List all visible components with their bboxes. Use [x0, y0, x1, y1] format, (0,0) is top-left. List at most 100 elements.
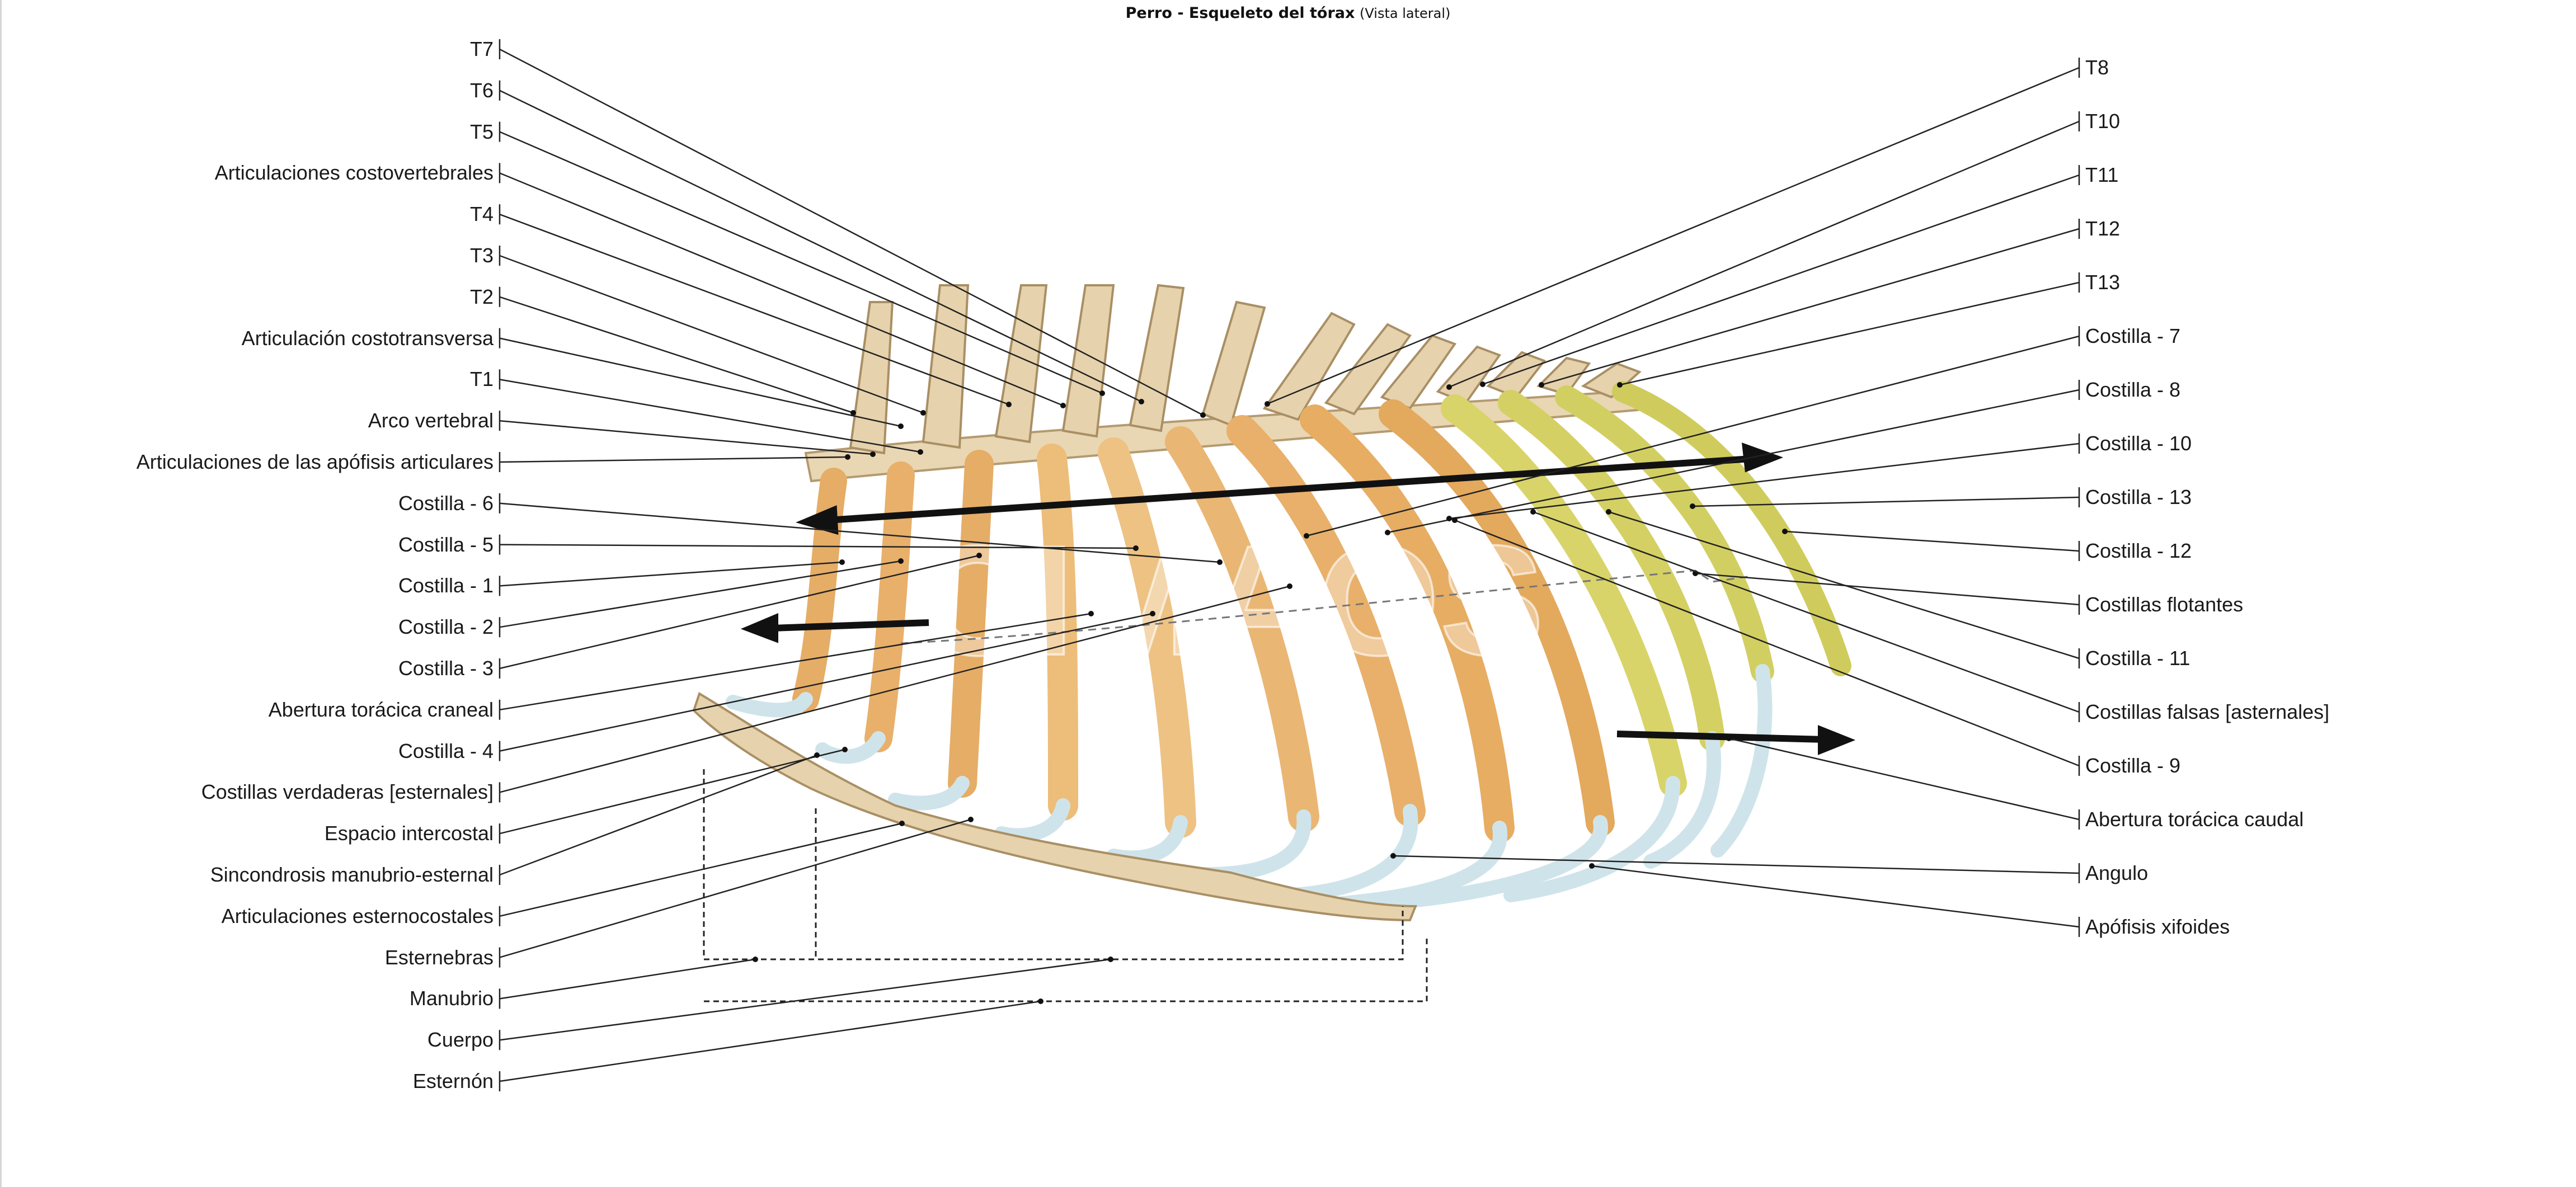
- rib-8: [1300, 404, 1515, 843]
- leader-line: [1608, 511, 2080, 660]
- leader-line: [1695, 572, 2080, 606]
- label-intercostal-space: Espacio intercostal: [324, 822, 493, 845]
- spinous-process-t8: [1324, 323, 1412, 416]
- leader-dot: [1265, 401, 1270, 407]
- label-rib-12: Costilla - 12: [2085, 539, 2192, 562]
- leader-line: [499, 379, 921, 453]
- label-t4: T4: [469, 202, 493, 226]
- label-angle: Angulo: [2085, 861, 2149, 884]
- leader-line: [499, 48, 1204, 416]
- leader-dot: [1038, 998, 1043, 1004]
- leader-line: [499, 754, 817, 876]
- leader-dot: [850, 410, 856, 416]
- leader-dot: [839, 559, 845, 565]
- sternum: [692, 692, 1417, 922]
- label-t1: T1: [469, 368, 493, 391]
- label-t5: T5: [469, 120, 493, 143]
- leader-dot: [1133, 545, 1139, 551]
- label-costotransverse-joint: Articulación costotransversa: [241, 326, 493, 350]
- leader-line: [1393, 855, 2080, 874]
- rib-6: [1165, 426, 1319, 832]
- watermark: CIMAOS: [918, 514, 1544, 688]
- leader-line: [1267, 67, 2080, 405]
- label-manubriosternal-synchondrosis: Sincondrosis manubrio-esternal: [210, 863, 493, 886]
- rib-9: [1379, 399, 1615, 837]
- label-rib-5: Costilla - 5: [398, 533, 493, 556]
- leader-dot: [898, 558, 904, 564]
- spinous-process-t4: [1061, 284, 1115, 438]
- leader-dot: [753, 957, 758, 962]
- leader-dot: [870, 451, 876, 457]
- leader-line: [1449, 120, 2080, 388]
- leader-dot: [1589, 863, 1595, 869]
- leader-line: [1541, 228, 2080, 386]
- leader-dot: [1150, 611, 1155, 616]
- leader-dot: [918, 449, 923, 455]
- label-rib-8: Costilla - 8: [2085, 378, 2181, 401]
- leader-line: [1619, 281, 2080, 386]
- label-rib-9: Costilla - 9: [2085, 754, 2181, 777]
- leader-dot: [1452, 517, 1458, 523]
- leader-line: [499, 420, 873, 455]
- leader-line: [499, 958, 1111, 1041]
- leader-line: [499, 255, 924, 414]
- leader-dot: [1530, 509, 1536, 515]
- label-rib-13: Costilla - 13: [2085, 486, 2192, 508]
- leader-line: [1728, 737, 2080, 821]
- sternum-brackets: [703, 769, 1428, 1002]
- label-rib-7: Costilla - 7: [2085, 324, 2181, 347]
- leader-line: [499, 613, 1092, 711]
- leader-dot: [1139, 399, 1144, 404]
- spinous-process-t13: [1581, 362, 1642, 399]
- leader-line: [1533, 511, 2080, 713]
- rib-13: [1612, 381, 1851, 676]
- leader-dot: [1287, 583, 1292, 589]
- leader-line: [499, 296, 854, 414]
- spinous-process-t2: [922, 284, 970, 449]
- label-sternocostal-joints: Articulaciones esternocostales: [221, 904, 493, 927]
- leader-dot: [1782, 529, 1788, 534]
- rib-10: [1441, 394, 1687, 797]
- title-subtitle: (Vista lateral): [1360, 6, 1451, 21]
- label-rib-10: Costilla - 10: [2085, 432, 2192, 455]
- label-vertebral-arch: Arco vertebral: [368, 409, 493, 432]
- leader-dot: [1539, 382, 1544, 388]
- leader-dot: [1006, 402, 1012, 407]
- label-manubrium: Manubrio: [409, 987, 493, 1010]
- leader-line: [499, 544, 1136, 549]
- label-t13: T13: [2085, 271, 2121, 294]
- spinous-process-t7: [1262, 312, 1356, 421]
- leader-line: [499, 561, 843, 587]
- leader-line: [499, 560, 901, 628]
- leader-line: [1482, 174, 2080, 385]
- leader-line: [499, 131, 1103, 394]
- leader-dot: [1108, 957, 1113, 962]
- leader-line: [499, 456, 848, 463]
- label-sternebrae: Esternebras: [384, 945, 493, 969]
- leader-dot: [1480, 381, 1486, 387]
- leader-line: [1692, 496, 2080, 507]
- rib-3: [948, 450, 994, 798]
- leader-line: [499, 172, 1064, 407]
- leader-line: [499, 822, 902, 917]
- leader-dot: [1217, 559, 1223, 565]
- leader-dot: [1385, 530, 1390, 535]
- arrow-head-cranial-mid: [740, 613, 778, 643]
- leader-line: [1449, 442, 2080, 520]
- leader-dot: [1200, 412, 1206, 418]
- leader-dot: [920, 410, 926, 416]
- leader-dot: [899, 821, 905, 826]
- leader-dot: [1390, 853, 1396, 859]
- leader-line: [499, 502, 1220, 563]
- leader-dot: [1099, 390, 1105, 396]
- leader-dot: [1060, 403, 1066, 408]
- vertebral-column: [804, 284, 1661, 483]
- rib-12: [1555, 385, 1774, 683]
- leader-line: [499, 1000, 1041, 1082]
- leader-line: [1306, 335, 2080, 537]
- spinous-process-t1: [849, 301, 894, 455]
- label-sternum: Esternón: [412, 1070, 493, 1092]
- label-rib-11: Costilla - 11: [2085, 647, 2190, 670]
